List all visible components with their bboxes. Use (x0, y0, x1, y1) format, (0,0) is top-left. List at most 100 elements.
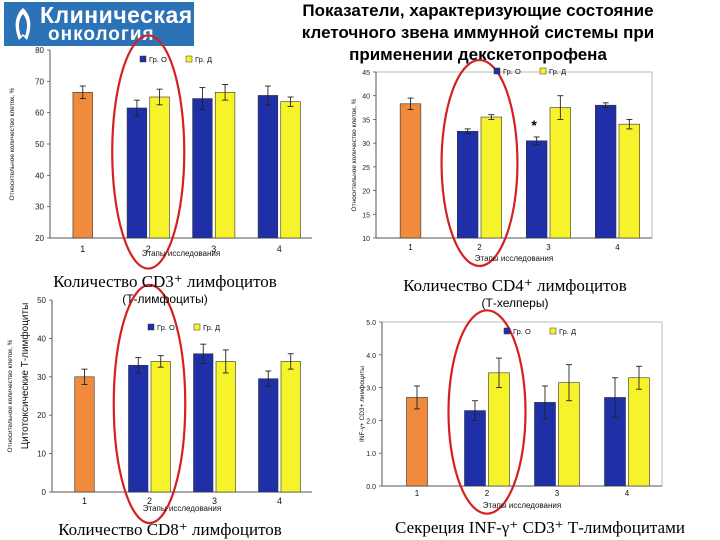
caption-cd4-subtitle: (Т-хелперы) (481, 296, 549, 310)
legend-swatch (139, 55, 147, 63)
y-tick-label: 30 (35, 203, 44, 212)
legend-label: Гр. О (149, 55, 167, 64)
caption-inf-gamma: Секреция INF-γ⁺ CD3⁺ Т-лимфоцитами (370, 518, 710, 538)
x-tick-label: 3 (546, 243, 551, 252)
bar-control (399, 103, 422, 239)
legend-label: Гр. Д (549, 67, 566, 76)
bar-Гр. Д (549, 107, 572, 239)
bar-control (72, 91, 93, 239)
bar-control (74, 376, 95, 493)
x-tick-label: 2 (146, 244, 151, 254)
chart-cd4: 10 15 20 25 30 35 40 45 1 2 3 4 * Гр. О Гр. Д Этапы исс… (351, 58, 653, 268)
legend-swatch (493, 67, 501, 75)
legend-swatch (549, 327, 557, 335)
highlight-ellipse (111, 34, 186, 270)
bar-Гр. Д (280, 361, 301, 493)
y-tick-label: 70 (35, 77, 44, 86)
significance-marker: * (531, 117, 537, 133)
x-tick-label: 1 (82, 496, 87, 506)
bar-Гр. О (595, 104, 617, 239)
y-tick-label: 40 (37, 334, 46, 343)
y-tick-label: 80 (35, 46, 44, 55)
y-tick-label: 40 (35, 171, 44, 180)
y-tick-label: 20 (362, 189, 370, 196)
y-tick-label: 3.0 (366, 386, 376, 393)
x-tick-label: 1 (80, 244, 85, 254)
x-tick-label: 4 (615, 243, 620, 252)
legend-label: Гр. Д (195, 55, 212, 64)
y-tick-label: 50 (35, 140, 44, 149)
y-tick-label: 35 (362, 117, 370, 124)
y-tick-label: 30 (37, 373, 46, 382)
chart-cd8: 0 10 20 30 40 50 1 2 3 4 Гр. О Гр. Д Этапы исследова… (7, 283, 312, 525)
x-tick-label: 2 (477, 243, 482, 252)
y-tick-label: 25 (362, 165, 370, 172)
bar-Гр. О (257, 95, 279, 239)
y-axis-label-secondary: Цитотоксические Т-лимфоциты (19, 303, 31, 450)
y-tick-label: 50 (37, 296, 46, 305)
legend-swatch (539, 67, 547, 75)
legend-swatch (503, 327, 511, 335)
bar-Гр. Д (480, 116, 503, 239)
x-tick-label: 4 (277, 244, 282, 254)
y-axis-label: Относительное количество клеток, % (7, 339, 14, 452)
caption-cd3-title: Количество CD3⁺ лимфоцитов (53, 272, 277, 291)
caption-cd8: Количество CD8⁺ лимфоцитов (20, 520, 320, 540)
highlight-ellipse (112, 283, 187, 525)
bar-Гр. Д (149, 96, 170, 239)
caption-inf-gamma-title: Секреция INF-γ⁺ CD3⁺ Т-лимфоцитами (395, 518, 685, 537)
bar-Гр. О (258, 378, 279, 493)
y-tick-label: 20 (37, 411, 46, 420)
x-axis-label: Этапы исследования (142, 249, 220, 258)
bar-Гр. Д (488, 372, 510, 487)
bar-control (406, 397, 428, 487)
bar-Гр. О (457, 130, 479, 239)
x-axis-label: Этапы исследования (143, 504, 221, 513)
legend-label: Гр. О (503, 67, 521, 76)
x-tick-label: 2 (147, 496, 152, 506)
caption-cd3: Количество CD3⁺ лимфоцитов (Т-лимфоциты) (20, 272, 310, 306)
highlight-ellipse (440, 58, 519, 268)
title-line-1: Показатели, характеризующие состояние (302, 1, 654, 20)
chart-inf-gamma: 0.0 1.0 2.0 3.0 4.0 5.0 1 2 3 4 Гр. О Гр. Д Этапы ис… (359, 309, 663, 515)
legend-swatch (193, 323, 201, 331)
x-tick-label: 4 (625, 489, 630, 498)
x-tick-label: 1 (408, 243, 413, 252)
x-tick-label: 3 (211, 244, 216, 254)
y-tick-label: 2.0 (366, 418, 376, 425)
logo-line-2: онкология (48, 24, 155, 45)
legend-label: Гр. О (157, 323, 175, 332)
bar-Гр. О (193, 353, 214, 493)
y-tick-label: 10 (37, 450, 46, 459)
bar-Гр. Д (618, 123, 641, 239)
x-tick-label: 4 (277, 496, 282, 506)
y-axis-label: INF-γ+ CD3+ лимфоциты (359, 366, 366, 442)
y-tick-label: 10 (362, 236, 370, 243)
bar-Гр. Д (628, 377, 650, 487)
y-tick-label: 0.0 (366, 484, 376, 491)
y-axis-label: Относительное количество клеток, % (9, 87, 16, 200)
y-tick-label: 5.0 (366, 320, 376, 327)
bar-Гр. Д (280, 101, 301, 239)
x-tick-label: 1 (415, 489, 420, 498)
journal-logo: Клиническая онкология (4, 2, 194, 46)
caption-cd3-subtitle: (Т-лимфоциты) (122, 292, 208, 306)
y-tick-label: 45 (362, 70, 370, 77)
bar-Гр. О (464, 410, 486, 487)
y-tick-label: 20 (35, 234, 44, 243)
x-axis-label: Этапы исследования (483, 501, 561, 510)
logo-line-1: Клиническая (40, 2, 193, 28)
legend-label: Гр. Д (559, 327, 576, 336)
highlight-ellipse (447, 309, 527, 515)
legend-swatch (147, 323, 155, 331)
legend-label: Гр. О (513, 327, 531, 336)
x-tick-label: 2 (485, 489, 490, 498)
y-tick-label: 40 (362, 94, 370, 101)
legend-swatch (185, 55, 193, 63)
caption-cd4: Количество CD4⁺ лимфоцитов (Т-хелперы) (370, 276, 660, 310)
page-title: Показатели, характеризующие состояние кл… (236, 0, 720, 66)
chart-cd3: 20 30 40 50 60 70 80 1 2 3 4 Гр. О Гр. Д Этапы исслед… (9, 34, 312, 270)
bar-Гр. Д (215, 361, 236, 493)
y-tick-label: 60 (35, 109, 44, 118)
x-axis-label: Этапы исследования (475, 254, 553, 263)
